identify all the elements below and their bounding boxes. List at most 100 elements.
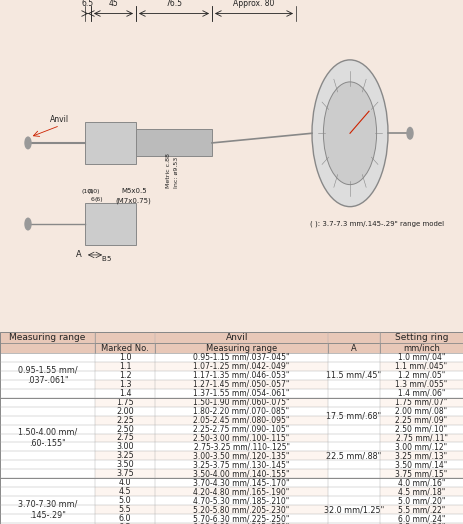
Bar	[95, 332, 380, 343]
Bar	[95, 362, 155, 371]
Circle shape	[25, 218, 31, 230]
Bar	[155, 442, 328, 451]
Text: 2.75: 2.75	[116, 433, 134, 442]
Bar	[155, 343, 328, 353]
Text: 1.17-1.35 mm/.046-.053": 1.17-1.35 mm/.046-.053"	[194, 371, 290, 380]
Text: 3.00-3.50 mm/.120-.135": 3.00-3.50 mm/.120-.135"	[194, 451, 290, 461]
Bar	[155, 478, 328, 487]
Bar	[155, 451, 328, 461]
Text: 17.5 mm/.68": 17.5 mm/.68"	[326, 411, 382, 420]
Text: Measuring range: Measuring range	[9, 333, 86, 342]
Bar	[380, 461, 463, 470]
Bar	[328, 343, 380, 353]
Bar	[0, 343, 95, 353]
Bar	[328, 478, 380, 524]
Bar	[95, 461, 155, 470]
Text: 1.3 mm/.055": 1.3 mm/.055"	[395, 380, 448, 389]
Text: mm/inch: mm/inch	[403, 344, 440, 353]
Bar	[155, 433, 328, 442]
Bar	[155, 487, 328, 496]
Text: 4.5 mm/.18": 4.5 mm/.18"	[398, 487, 445, 496]
Text: 3.00: 3.00	[116, 442, 134, 452]
Text: 1.4 mm/.06": 1.4 mm/.06"	[398, 389, 445, 398]
Bar	[136, 129, 212, 157]
Text: 3.25-3.75 mm/.130-.145": 3.25-3.75 mm/.130-.145"	[194, 461, 290, 470]
Bar	[380, 505, 463, 514]
Text: 5.70-6.30 mm/.225-.250": 5.70-6.30 mm/.225-.250"	[194, 514, 290, 523]
Text: 1.4: 1.4	[119, 389, 131, 398]
Text: 2.50: 2.50	[116, 424, 134, 433]
Text: Setting ring: Setting ring	[395, 333, 448, 342]
Bar	[380, 343, 463, 353]
Text: 2.05-2.45 mm/.080-.095": 2.05-2.45 mm/.080-.095"	[194, 416, 290, 424]
Text: B: B	[101, 256, 106, 261]
Text: 45: 45	[109, 0, 119, 8]
Bar	[328, 353, 380, 398]
Bar	[95, 407, 155, 416]
Text: 3.50-4.00 mm/.140-.155": 3.50-4.00 mm/.140-.155"	[193, 470, 290, 478]
Bar	[95, 371, 155, 380]
Text: 1.27-1.45 mm/.050-.057": 1.27-1.45 mm/.050-.057"	[194, 380, 290, 389]
Text: 1.2 mm/.05": 1.2 mm/.05"	[398, 371, 445, 380]
Bar	[155, 505, 328, 514]
Bar	[380, 433, 463, 442]
Text: 6: 6	[91, 197, 95, 202]
Bar	[155, 371, 328, 380]
Text: 76.5: 76.5	[165, 0, 182, 8]
Bar	[380, 371, 463, 380]
Bar	[380, 470, 463, 478]
Bar	[155, 424, 328, 433]
Text: 2.75-3.25 mm/.110-.125": 2.75-3.25 mm/.110-.125"	[194, 442, 289, 452]
Bar	[155, 470, 328, 478]
Text: 6.5 mm/.26": 6.5 mm/.26"	[398, 523, 445, 524]
Text: 5.0: 5.0	[119, 496, 131, 505]
Bar	[95, 451, 155, 461]
Bar	[380, 343, 463, 353]
Text: 3.25: 3.25	[116, 451, 134, 461]
Text: 1.2: 1.2	[119, 371, 131, 380]
Text: 2.25 mm/.09": 2.25 mm/.09"	[395, 416, 448, 424]
Text: 1.0 mm/.04": 1.0 mm/.04"	[398, 353, 445, 362]
Circle shape	[323, 82, 376, 184]
Text: 6.0: 6.0	[119, 514, 131, 523]
Text: A: A	[76, 250, 82, 259]
Text: ( ): 3.7-7.3 mm/.145-.29" range model: ( ): 3.7-7.3 mm/.145-.29" range model	[310, 221, 444, 227]
Bar	[95, 442, 155, 451]
Bar	[155, 523, 328, 524]
Text: 3.25 mm/.13": 3.25 mm/.13"	[395, 451, 448, 461]
Bar	[380, 514, 463, 523]
Text: 1.1: 1.1	[119, 362, 131, 371]
Bar	[155, 353, 328, 362]
Text: 5.20-5.80 mm/.205-.230": 5.20-5.80 mm/.205-.230"	[194, 505, 290, 514]
Bar	[155, 416, 328, 424]
Text: Marked No.: Marked No.	[101, 344, 149, 353]
Text: 1.37-1.55 mm/.054-.061": 1.37-1.55 mm/.054-.061"	[194, 389, 290, 398]
Bar	[380, 424, 463, 433]
Bar	[0, 398, 95, 478]
Bar	[155, 398, 328, 407]
Text: 5.5 mm/.22": 5.5 mm/.22"	[398, 505, 445, 514]
Text: 2.50 mm/.10": 2.50 mm/.10"	[395, 424, 448, 433]
Bar	[155, 343, 328, 353]
Text: 2.25-2.75 mm/.090-.105": 2.25-2.75 mm/.090-.105"	[194, 424, 290, 433]
Circle shape	[407, 127, 413, 139]
Bar	[328, 433, 380, 478]
Bar	[95, 416, 155, 424]
Text: 3.70-4.30 mm/.145-.170": 3.70-4.30 mm/.145-.170"	[193, 478, 290, 487]
Text: 2.50-3.00 mm/.100-.115": 2.50-3.00 mm/.100-.115"	[194, 433, 290, 442]
Bar	[155, 407, 328, 416]
Text: 1.50-1.90 mm/.060-.075": 1.50-1.90 mm/.060-.075"	[193, 398, 290, 407]
Text: Anvil: Anvil	[226, 333, 249, 342]
Text: 6.5: 6.5	[82, 0, 94, 8]
Bar	[380, 451, 463, 461]
Text: 1.80-2.20 mm/.070-.085": 1.80-2.20 mm/.070-.085"	[194, 407, 289, 416]
Bar	[95, 470, 155, 478]
Bar	[95, 496, 155, 505]
Text: 22.5 mm/.88": 22.5 mm/.88"	[326, 451, 382, 461]
Text: (6): (6)	[95, 197, 103, 202]
Text: 3.70-7.30 mm/
.145-.29": 3.70-7.30 mm/ .145-.29"	[18, 499, 77, 520]
Text: 1.50-4.00 mm/
.60-.155": 1.50-4.00 mm/ .60-.155"	[18, 428, 77, 448]
Text: 4.0: 4.0	[119, 478, 131, 487]
Text: 5.0 mm/.20": 5.0 mm/.20"	[398, 496, 445, 505]
Bar	[380, 332, 463, 343]
